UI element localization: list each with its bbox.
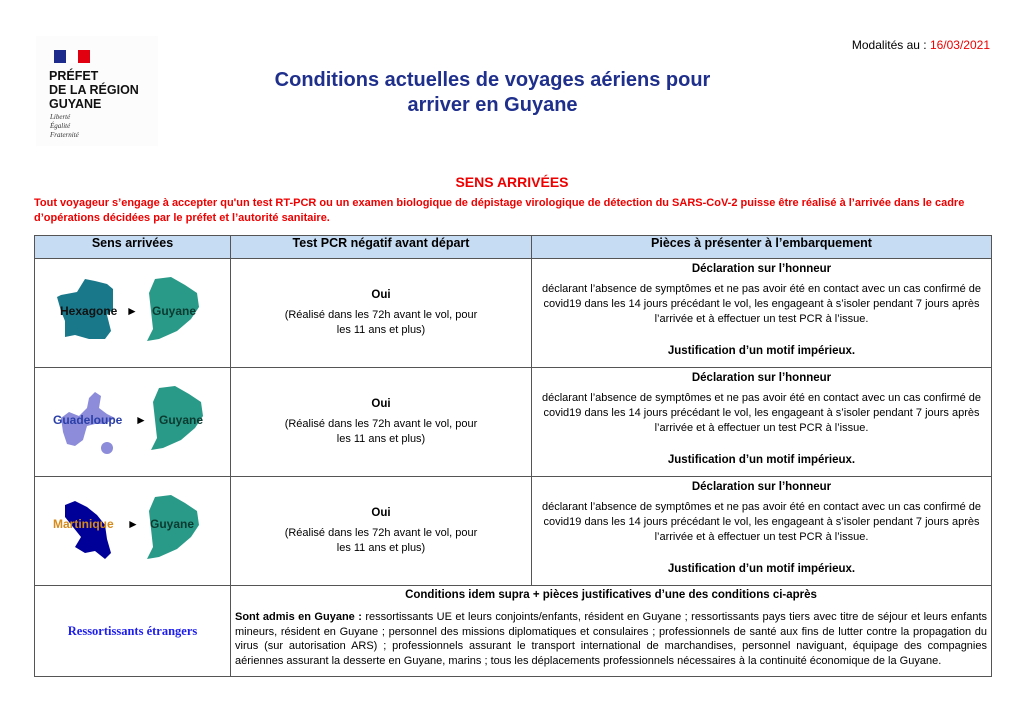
marianne-flag-icon — [54, 50, 90, 63]
destination-label: Guyane — [159, 413, 204, 427]
pcr-cell: Oui (Réalisé dans les 72h avant le vol, p… — [230, 367, 532, 477]
france-map-icon — [57, 279, 113, 339]
origin-label: Guadeloupe — [53, 413, 123, 427]
guyane-map-icon — [151, 386, 203, 450]
pcr-cell: Oui (Réalisé dans les 72h avant le vol, p… — [230, 258, 532, 368]
hexagone-guyane-maps — [57, 277, 199, 341]
guyane-map-icon — [147, 277, 199, 341]
table-header: Sens arrivées Test PCR négatif avant dép… — [34, 235, 992, 259]
modalites-date: Modalités au : 16/03/2021 — [851, 38, 990, 52]
destination-label: Guyane — [150, 517, 195, 531]
arrow-icon: ► — [126, 304, 138, 318]
foreign-conditions-cell: Conditions idem supra + pièces justifica… — [230, 585, 992, 677]
documents-cell: Déclaration sur l’honneur déclarant l’abs… — [531, 367, 992, 477]
col-header: Sens arrivées — [34, 235, 231, 259]
documents-cell: Déclaration sur l’honneur déclarant l’abs… — [531, 476, 992, 586]
foreign-nationals-label: Ressortissants étrangers — [34, 585, 231, 677]
section-title: SENS ARRIVÉES — [455, 174, 569, 190]
table-row: Martinique ► Guyane Oui (Réalisé dans les… — [34, 476, 992, 586]
guyane-map-icon — [147, 495, 199, 559]
logo-motto: Liberté Égalité Fraternité — [50, 113, 79, 139]
logo-text: PRÉFET DE LA RÉGION GUYANE — [49, 69, 139, 111]
pcr-cell: Oui (Réalisé dans les 72h avant le vol, p… — [230, 476, 532, 586]
travel-conditions-table: Sens arrivées Test PCR négatif avant dép… — [34, 235, 992, 677]
prefecture-logo: PRÉFET DE LA RÉGION GUYANE Liberté Égalité F… — [36, 36, 158, 146]
table-row: Hexagone ► Guyane Oui (Réalisé dans les 7… — [34, 258, 992, 368]
origin-label: Hexagone — [60, 304, 118, 318]
route-cell: Guadeloupe ► Guyane — [34, 367, 231, 477]
documents-cell: Déclaration sur l’honneur déclarant l’abs… — [531, 258, 992, 368]
route-cell: Martinique ► Guyane — [34, 476, 231, 586]
martinique-map-icon — [65, 501, 111, 559]
arrow-icon: ► — [127, 517, 139, 531]
col-header: Pièces à présenter à l’embarquement — [531, 235, 992, 259]
guadeloupe-map-icon — [61, 392, 115, 446]
guadeloupe-guyane-maps — [61, 386, 203, 454]
table-row: Guadeloupe ► Guyane Oui (Réalisé dans les… — [34, 367, 992, 477]
page-title: Conditions actuelles de voyages aériens … — [274, 69, 711, 116]
martinique-guyane-maps — [65, 495, 199, 559]
table-row-foreign: Ressortissants étrangers Conditions idem… — [34, 585, 992, 677]
intro-text: Tout voyageur s’engage à accepter qu'un … — [34, 197, 965, 224]
origin-label: Martinique — [53, 517, 114, 531]
route-cell: Hexagone ► Guyane — [34, 258, 231, 368]
destination-label: Guyane — [152, 304, 197, 318]
col-header: Test PCR négatif avant départ — [230, 235, 532, 259]
arrow-icon: ► — [135, 413, 147, 427]
